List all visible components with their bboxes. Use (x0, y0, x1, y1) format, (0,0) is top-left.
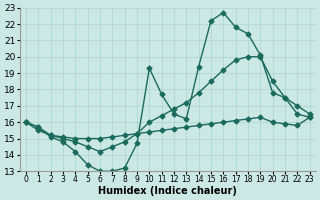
X-axis label: Humidex (Indice chaleur): Humidex (Indice chaleur) (98, 186, 237, 196)
